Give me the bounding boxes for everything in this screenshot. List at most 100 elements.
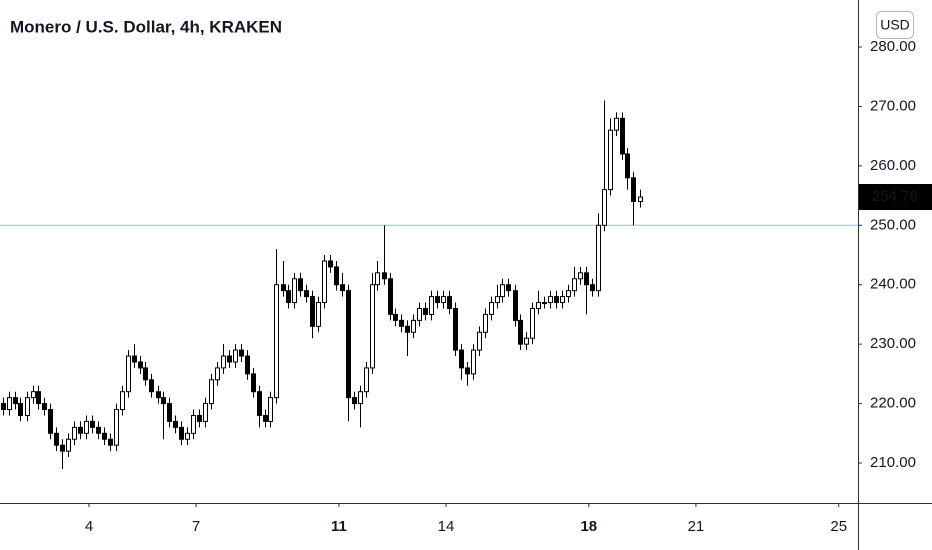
candle-body (215, 367, 220, 381)
candle-body (48, 409, 53, 434)
candle-body (316, 302, 321, 327)
candle-body (500, 284, 505, 298)
candle-body (489, 302, 494, 315)
candle-body (138, 361, 143, 369)
candle-body (560, 296, 565, 304)
candle-body (42, 403, 47, 411)
candle-body (518, 319, 523, 345)
y-tick-label: 230.00 (870, 335, 916, 352)
candle-body (465, 367, 470, 375)
candle-body (328, 260, 333, 268)
y-tick-label: 250.00 (870, 216, 916, 233)
candle-body (102, 432, 107, 440)
y-tick-label: 240.00 (870, 276, 916, 293)
y-tick-label: 270.00 (870, 97, 916, 114)
candle-body (78, 426, 83, 434)
x-tick-label: 7 (192, 518, 200, 535)
candle-body (292, 278, 297, 304)
plot-area (0, 100, 858, 469)
y-tick-label: 210.00 (870, 454, 916, 471)
candle-body (31, 391, 36, 399)
currency-button[interactable] (876, 11, 914, 39)
candle-body (625, 153, 630, 179)
candle-body (590, 284, 595, 292)
candle-body (191, 414, 196, 434)
candle-body (602, 189, 607, 226)
candle-body (506, 284, 511, 292)
candle-body (281, 284, 286, 292)
candle-body (1, 403, 6, 411)
candle-body (554, 296, 559, 304)
last-price-box (859, 184, 932, 211)
candle-body (441, 296, 446, 304)
candle-body (257, 391, 262, 416)
candle-body (447, 296, 452, 309)
candle-body (149, 379, 154, 393)
candle-body (364, 367, 369, 393)
candle-body (411, 319, 416, 333)
x-tick-label: 14 (438, 518, 455, 535)
candle-body (530, 307, 535, 339)
candle-body (251, 373, 256, 393)
candle-body (96, 426, 101, 434)
candle-body (304, 290, 309, 298)
candle-body (423, 307, 428, 315)
candle-body (185, 432, 190, 440)
x-tick-label: 11 (331, 518, 347, 535)
candle-body (161, 397, 166, 405)
candle-body (405, 325, 410, 333)
candle-body (173, 420, 178, 428)
candle-body (572, 278, 577, 292)
candle-body (631, 177, 636, 203)
candle-body (548, 296, 553, 304)
candle-body (638, 196, 643, 203)
candle-body (524, 337, 529, 345)
candle-body (245, 355, 250, 375)
candle-body (477, 331, 482, 351)
candle-body (274, 284, 279, 399)
candle-body (25, 397, 30, 416)
candle-body (620, 117, 625, 155)
candle-body (221, 355, 226, 369)
candle-body (126, 355, 131, 393)
candle-body (346, 290, 351, 399)
candle-body (417, 307, 422, 321)
y-tick-label: 280.00 (870, 38, 916, 55)
candle-body (7, 397, 12, 411)
candle-body (132, 355, 137, 363)
candle-body (156, 391, 161, 399)
candle-body (453, 307, 458, 351)
currency-label[interactable]: USD (880, 17, 910, 33)
x-tick-label: 21 (688, 518, 705, 535)
y-tick-label: 260.00 (870, 157, 916, 174)
x-tick-label: 25 (830, 518, 847, 535)
candle-body (584, 272, 589, 286)
candle-body (298, 278, 303, 292)
candle-body (471, 349, 476, 375)
candle-body (120, 391, 125, 411)
y-tick-label: 220.00 (870, 395, 916, 412)
candle-body (399, 319, 404, 327)
candle-body (233, 349, 238, 363)
candle-body (429, 296, 434, 315)
candle-body (566, 290, 571, 298)
candle-body (614, 117, 619, 131)
x-tick-label: 4 (85, 518, 93, 535)
candle-body (286, 290, 291, 304)
candle-body (179, 426, 184, 440)
candle-body (310, 296, 315, 327)
candle-body (388, 278, 393, 315)
candle-body (36, 391, 41, 405)
candle-body (54, 432, 59, 446)
candle-body (370, 284, 375, 369)
last-price-label: 254.76 (872, 188, 918, 205)
candle-body (197, 414, 202, 422)
candle-body (483, 313, 488, 333)
candle-body (358, 391, 363, 405)
candle-body (322, 260, 327, 304)
candle-body (114, 409, 119, 446)
candle-body (167, 403, 172, 422)
candle-body (542, 302, 547, 305)
candle-body (143, 367, 148, 381)
